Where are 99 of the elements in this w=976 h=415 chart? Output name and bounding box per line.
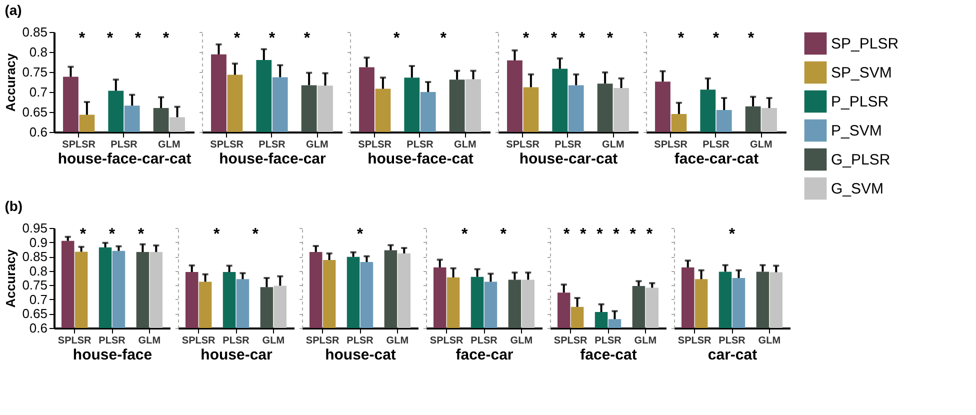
x-tick-label: SPLSR — [654, 140, 688, 150]
x-tick-label: SPLSR — [358, 140, 392, 150]
chart-title: (a) — [4, 2, 22, 18]
x-axis-title: house-face-car — [219, 150, 326, 168]
annotation: * — [440, 30, 448, 47]
legend-label: P_SVM — [831, 122, 882, 140]
x-axis-title: house-face — [72, 346, 152, 364]
x-axis-title: face-cat — [580, 346, 637, 364]
x-tick-label: PLSR — [98, 336, 126, 346]
x-tick-label: SPLSR — [62, 140, 96, 150]
annotation: * — [522, 30, 530, 47]
annotation: * — [613, 226, 620, 243]
x-axis-title: house-cat — [325, 346, 396, 364]
y-tick-label: 0.75 — [22, 278, 48, 293]
x-tick-label: SPLSR — [58, 336, 92, 346]
x-tick-label: SPLSR — [182, 336, 216, 346]
annotation: * — [646, 226, 654, 243]
x-tick-label: SPLSR — [210, 140, 244, 150]
annotation: * — [78, 30, 86, 47]
annotation: * — [356, 226, 364, 243]
x-tick-label: PLSR — [702, 140, 730, 150]
x-tick-label: PLSR — [406, 140, 434, 150]
annotation: * — [134, 30, 142, 47]
y-axis-title: Accuracy — [3, 248, 18, 308]
y-tick-label: 0.95 — [22, 220, 48, 236]
annotation: * — [138, 226, 145, 243]
x-tick-label: GLM — [758, 336, 781, 346]
x-tick-label: SPLSR — [306, 336, 340, 346]
annotation: * — [578, 30, 586, 47]
x-tick-label: GLM — [602, 140, 624, 150]
annotation: * — [108, 226, 116, 243]
annotation: * — [106, 30, 114, 47]
x-tick-label: PLSR — [222, 336, 250, 346]
annotation: * — [80, 226, 87, 243]
x-tick-label: PLSR — [554, 140, 582, 150]
y-tick-label: 0.65 — [22, 104, 48, 120]
annotation: * — [630, 226, 637, 243]
x-tick-label: GLM — [386, 336, 409, 346]
y-tick-label: 0.75 — [22, 64, 48, 80]
annotation: * — [580, 226, 588, 243]
y-tick-label: 0.7 — [29, 84, 48, 100]
x-axis-title: house-car-cat — [519, 150, 618, 168]
annotation: * — [394, 30, 401, 47]
x-axis-title: face-car-cat — [674, 150, 759, 168]
legend-label: SP_PLSR — [831, 36, 899, 52]
x-tick-label: PLSR — [594, 336, 622, 346]
legend-label: G_PLSR — [831, 152, 890, 168]
x-tick-label: PLSR — [470, 336, 498, 346]
annotation: * — [606, 30, 614, 47]
legend-label: P_PLSR — [831, 94, 889, 110]
legend-label: G_SVM — [831, 180, 884, 198]
x-axis-title: car-cat — [708, 346, 758, 364]
annotation: * — [728, 226, 736, 243]
x-tick-label: PLSR — [718, 336, 746, 346]
x-tick-label: SPLSR — [430, 336, 464, 346]
x-axis-title: house-face-cat — [368, 150, 474, 168]
x-axis-title: house-car — [200, 346, 272, 364]
x-tick-label: SPLSR — [506, 140, 540, 150]
y-tick-label: 0.8 — [29, 263, 48, 278]
annotation: * — [596, 226, 604, 243]
annotation: * — [712, 30, 720, 47]
y-tick-label: 0.9 — [29, 234, 48, 250]
annotation: * — [214, 226, 221, 243]
y-tick-label: 0.6 — [29, 124, 48, 140]
chart-title: (b) — [4, 198, 23, 214]
x-tick-label: GLM — [306, 140, 328, 150]
y-tick-label: 0.65 — [22, 306, 48, 322]
x-tick-label: GLM — [510, 336, 533, 346]
annotation: * — [550, 30, 558, 47]
legend-label: SP_SVM — [831, 64, 892, 82]
y-tick-label: 0.8 — [29, 44, 48, 60]
annotation: * — [162, 30, 170, 47]
x-tick-label: PLSR — [110, 140, 138, 150]
y-axis-title: Accuracy — [3, 52, 18, 112]
x-tick-label: SPLSR — [678, 336, 712, 346]
x-tick-label: PLSR — [346, 336, 374, 346]
annotation: * — [234, 30, 241, 47]
x-tick-label: SPLSR — [554, 336, 588, 346]
annotation: * — [563, 226, 570, 243]
x-tick-label: GLM — [634, 336, 657, 346]
y-tick-label: 0.85 — [22, 249, 48, 264]
x-axis-title: face-car — [456, 346, 514, 364]
annotation: * — [304, 30, 311, 47]
annotation: * — [462, 226, 469, 243]
x-axis-title: house-face-car-cat — [58, 150, 192, 168]
x-tick-label: GLM — [158, 140, 180, 150]
x-tick-label: PLSR — [258, 140, 286, 150]
y-tick-label: 0.85 — [22, 24, 48, 40]
annotation: * — [500, 226, 508, 243]
x-tick-label: GLM — [138, 336, 161, 346]
x-tick-label: GLM — [750, 140, 772, 150]
y-tick-label: 0.7 — [29, 292, 48, 307]
annotation: * — [252, 226, 260, 243]
x-tick-label: GLM — [454, 140, 476, 150]
annotation: * — [748, 30, 755, 47]
annotation: * — [678, 30, 685, 47]
x-tick-label: GLM — [262, 336, 285, 346]
y-tick-label: 0.6 — [29, 320, 48, 336]
annotation: * — [268, 30, 276, 47]
